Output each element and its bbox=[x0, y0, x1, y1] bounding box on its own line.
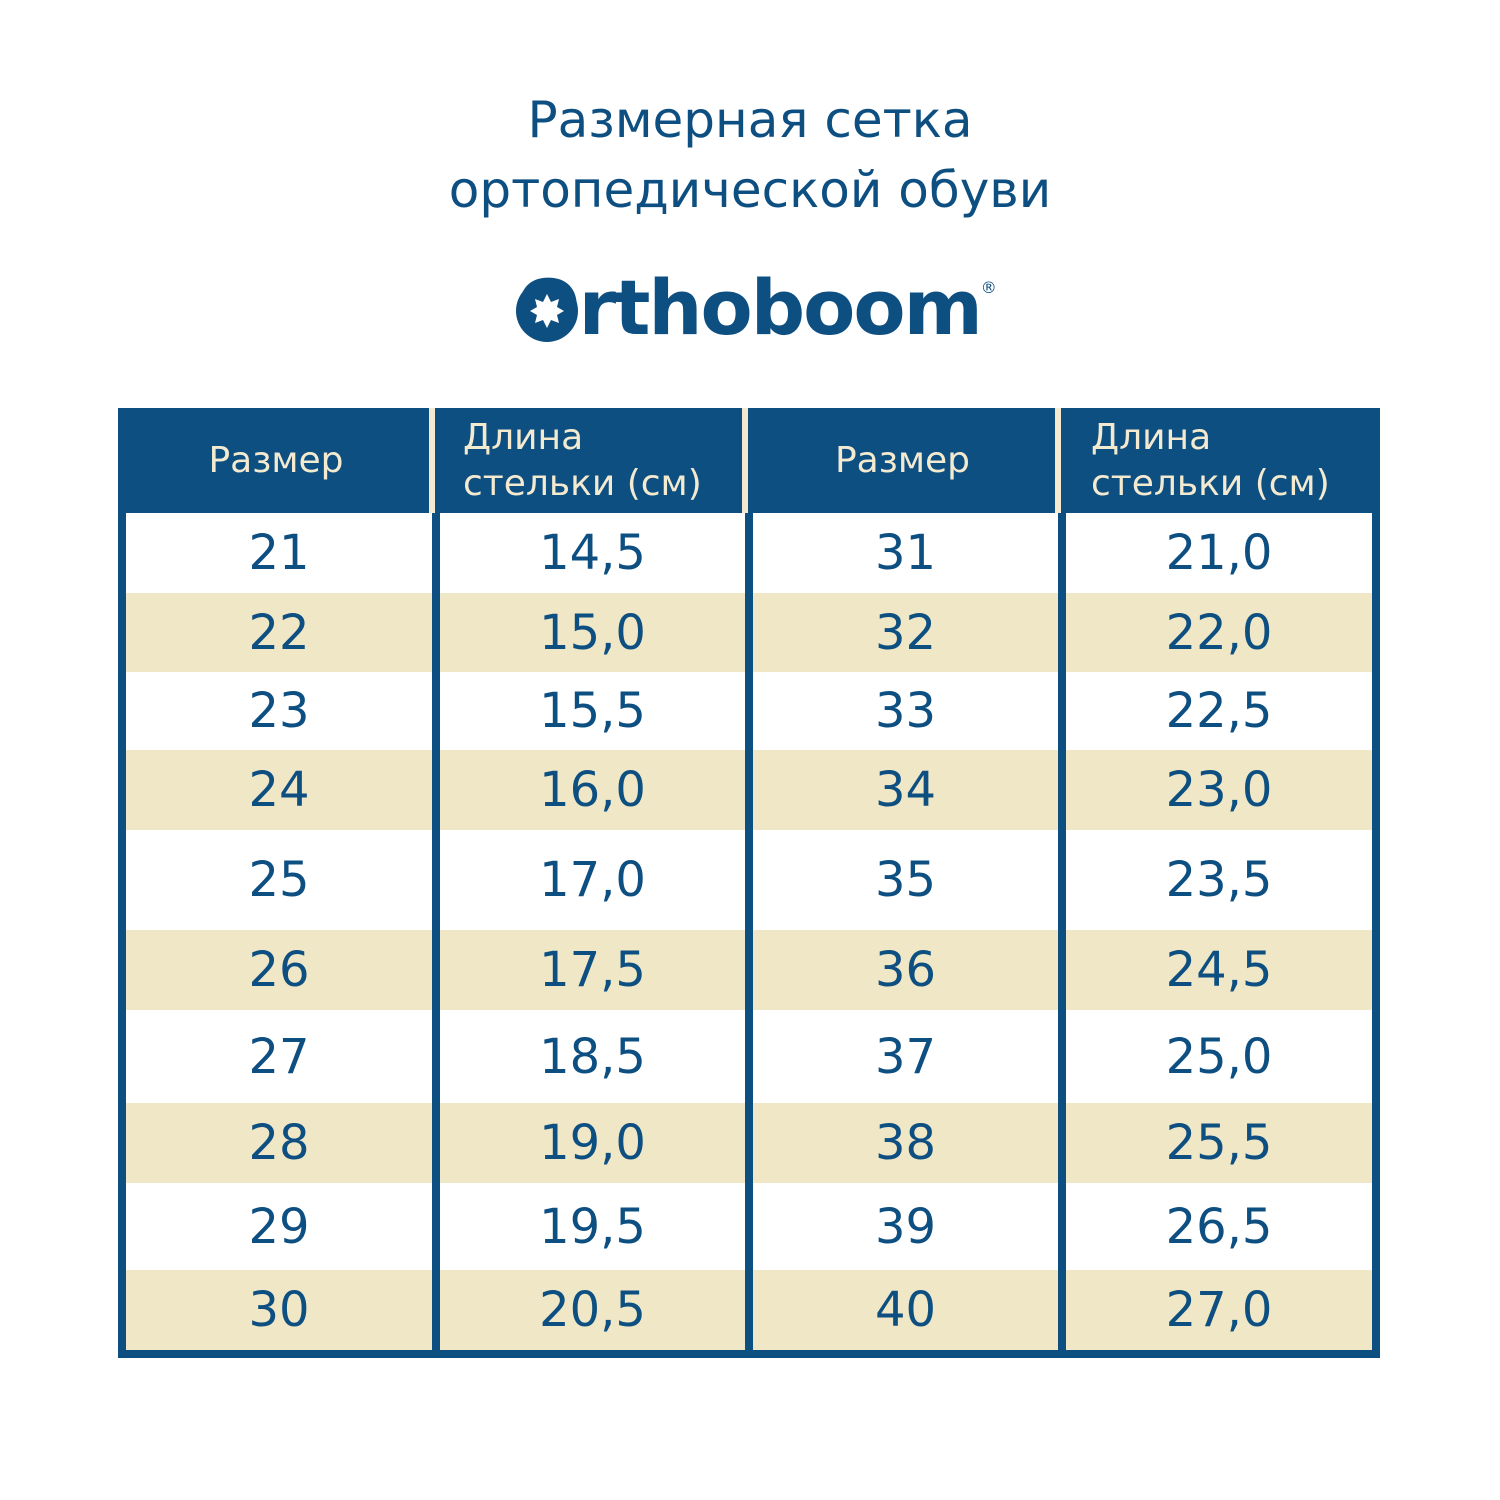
length-cell: 21,0 bbox=[1066, 513, 1372, 593]
header-separator bbox=[1055, 408, 1061, 513]
size-cell: 24 bbox=[126, 750, 432, 830]
star-icon bbox=[516, 280, 578, 342]
size-cell: 27 bbox=[126, 1010, 432, 1103]
length-cell: 17,5 bbox=[440, 930, 745, 1010]
title-line-1: Размерная сетка bbox=[527, 91, 973, 149]
size-table: Размер Длина стельки (см) Размер Длина с… bbox=[118, 408, 1380, 1358]
size-cell: 26 bbox=[126, 930, 432, 1010]
registered-mark: ® bbox=[980, 278, 997, 297]
length-cell: 15,5 bbox=[440, 672, 745, 750]
size-cell: 23 bbox=[126, 672, 432, 750]
length-cell: 27,0 bbox=[1066, 1270, 1372, 1350]
length-cell: 25,5 bbox=[1066, 1103, 1372, 1183]
size-cell: 28 bbox=[126, 1103, 432, 1183]
length-cell: 14,5 bbox=[440, 513, 745, 593]
size-cell: 22 bbox=[126, 593, 432, 672]
length-cell: 17,0 bbox=[440, 830, 745, 930]
brand-name: Orthoboom bbox=[516, 263, 983, 352]
length-cell: 15,0 bbox=[440, 593, 745, 672]
length-cell: 18,5 bbox=[440, 1010, 745, 1103]
size-cell: 34 bbox=[753, 750, 1058, 830]
title-line-2: ортопедической обуви bbox=[448, 161, 1052, 219]
header-length-1: Длина стельки (см) bbox=[463, 416, 702, 504]
header-separator bbox=[742, 408, 748, 513]
length-cell: 23,5 bbox=[1066, 830, 1372, 930]
header-size-1: Размер bbox=[208, 439, 344, 481]
size-cell: 30 bbox=[126, 1270, 432, 1350]
size-cell: 35 bbox=[753, 830, 1058, 930]
length-cell: 23,0 bbox=[1066, 750, 1372, 830]
size-cell: 37 bbox=[753, 1010, 1058, 1103]
size-cell: 36 bbox=[753, 930, 1058, 1010]
length-cell: 22,0 bbox=[1066, 593, 1372, 672]
length-cell: 25,0 bbox=[1066, 1010, 1372, 1103]
header-size-2: Размер bbox=[834, 439, 971, 481]
length-cell: 19,0 bbox=[440, 1103, 745, 1183]
brand-logo: Orthoboom ® bbox=[516, 268, 997, 348]
size-cell: 21 bbox=[126, 513, 432, 593]
header-separator bbox=[429, 408, 435, 513]
size-cell: 25 bbox=[126, 830, 432, 930]
length-cell: 20,5 bbox=[440, 1270, 745, 1350]
length-cell: 19,5 bbox=[440, 1183, 745, 1270]
length-cell: 24,5 bbox=[1066, 930, 1372, 1010]
size-cell: 40 bbox=[753, 1270, 1058, 1350]
brand-wordmark: Orthoboom bbox=[516, 268, 983, 348]
size-cell: 39 bbox=[753, 1183, 1058, 1270]
length-cell: 16,0 bbox=[440, 750, 745, 830]
length-cell: 26,5 bbox=[1066, 1183, 1372, 1270]
size-cell: 32 bbox=[753, 593, 1058, 672]
header-length-2: Длина стельки (см) bbox=[1091, 416, 1330, 504]
size-cell: 33 bbox=[753, 672, 1058, 750]
size-cell: 31 bbox=[753, 513, 1058, 593]
size-cell: 38 bbox=[753, 1103, 1058, 1183]
length-cell: 22,5 bbox=[1066, 672, 1372, 750]
size-cell: 29 bbox=[126, 1183, 432, 1270]
